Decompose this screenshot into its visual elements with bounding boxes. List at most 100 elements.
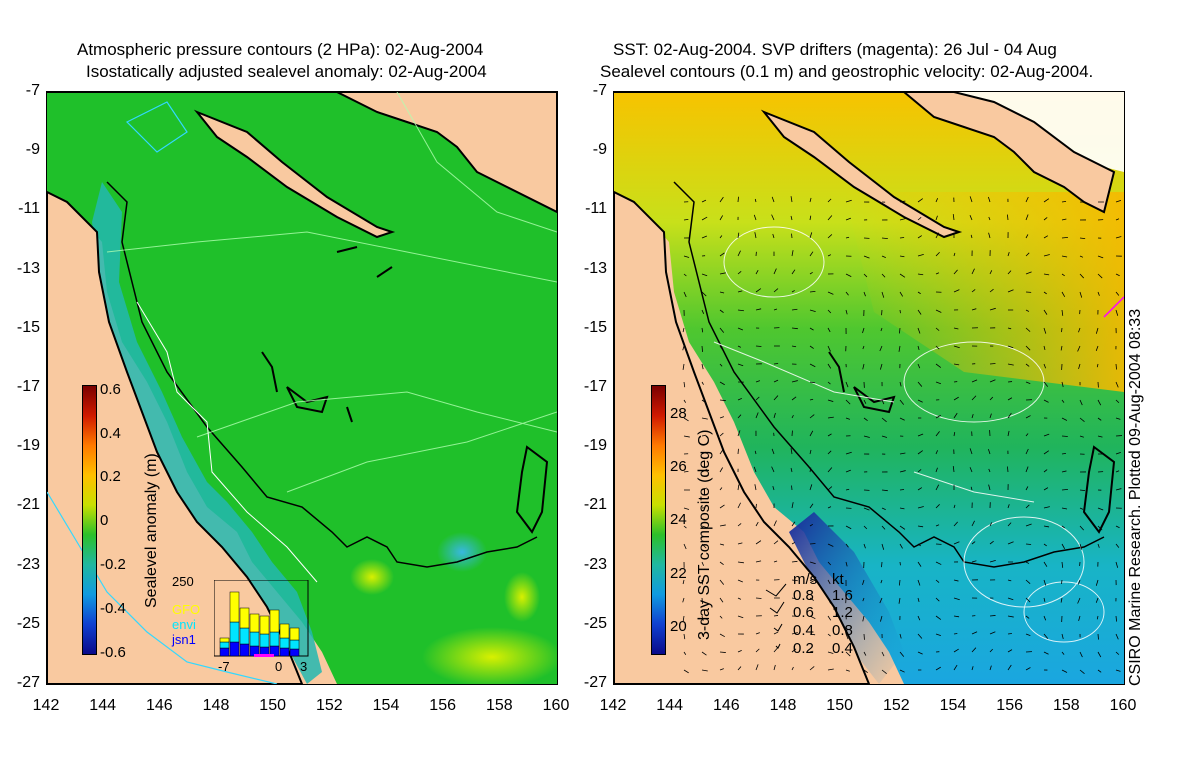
velocity-arrow (1097, 435, 1103, 438)
velocity-arrow (701, 487, 707, 491)
velocity-arrow (737, 270, 742, 275)
velocity-arrow (1097, 255, 1104, 259)
velocity-arrow (809, 215, 812, 221)
velocity-arrow (988, 448, 991, 455)
velocity-arrow (1097, 669, 1102, 673)
x-tick-label: 160 (1109, 697, 1137, 714)
velocity-arrow (771, 196, 775, 203)
velocity-arrow (1025, 433, 1029, 437)
velocity-arrow (1079, 489, 1086, 492)
velocity-arrow (879, 345, 883, 352)
x-tick-label: 148 (202, 697, 230, 714)
velocity-arrow (1061, 236, 1068, 239)
velocity-arrow (773, 379, 779, 383)
velocity-arrow (809, 291, 816, 293)
velocity-arrow (881, 489, 888, 492)
velocity-arrow (701, 597, 703, 604)
sealevel-anomaly-map[interactable] (46, 91, 558, 685)
velocity-arrow (863, 255, 870, 259)
velocity-arrow (1043, 651, 1049, 655)
sst-velocity-map[interactable] (613, 91, 1125, 685)
velocity-arrow (755, 269, 759, 275)
y-tick-label: -19 (583, 437, 607, 455)
velocity-arrow (1078, 327, 1081, 333)
velocity-arrow (773, 647, 779, 653)
velocity-arrow (971, 541, 976, 545)
velocity-arrow (1025, 466, 1029, 473)
velocity-arrow (899, 452, 906, 455)
velocity-arrow (970, 234, 973, 239)
velocity-arrow (754, 450, 757, 455)
velocity-arrow (701, 434, 707, 437)
velocity-arrow (1115, 273, 1120, 277)
velocity-arrow (701, 291, 707, 297)
velocity-arrow (701, 525, 708, 529)
velocity-arrow (989, 379, 996, 383)
velocity-arrow (737, 502, 741, 509)
left-title-line2: Isostatically adjusted sealevel anomaly:… (86, 62, 487, 81)
velocity-arrow (809, 449, 812, 455)
velocity-arrow (791, 648, 797, 653)
velocity-arrow (989, 413, 992, 419)
histogram-bar (229, 641, 240, 657)
velocity-arrow (898, 345, 901, 352)
velocity-arrow (1007, 522, 1012, 527)
velocity-arrow (845, 199, 852, 203)
velocity-arrow (737, 523, 742, 527)
velocity-legend-ms: 0.2 (793, 640, 814, 657)
velocity-arrow (917, 291, 921, 295)
velocity-arrow (1078, 615, 1081, 621)
velocity-arrow (737, 414, 742, 419)
velocity-arrow (701, 235, 708, 239)
velocity-arrow (1025, 561, 1030, 564)
colorbar-tick: 0.4 (100, 425, 121, 442)
x-tick-label: 144 (89, 697, 116, 714)
velocity-arrow (809, 579, 814, 583)
velocity-arrow (1043, 487, 1049, 491)
velocity-arrow (737, 232, 740, 239)
velocity-arrow (953, 521, 958, 527)
velocity-arrow (772, 233, 775, 239)
velocity-arrow (682, 363, 685, 370)
velocity-arrow (737, 650, 742, 653)
velocity-legend-kt: 1.6 (832, 587, 853, 604)
velocity-arrow (1007, 214, 1009, 221)
velocity-arrow (863, 669, 868, 674)
velocity-arrow (917, 543, 921, 547)
velocity-arrow (719, 561, 724, 566)
histogram-bar (219, 647, 230, 657)
velocity-arrow (1043, 345, 1046, 351)
velocity-arrow (863, 543, 866, 549)
y-tick-label: -13 (16, 259, 40, 277)
velocity-arrow (683, 291, 687, 298)
velocity-arrow (827, 668, 834, 671)
credit-text: CSIRO Marine Research. Plotted 09-Aug-20… (1127, 308, 1144, 686)
velocity-arrow (1007, 430, 1010, 437)
positive-anomaly-blob (422, 627, 557, 684)
velocity-arrow (917, 651, 923, 655)
sealevel-anomaly-map-graphic (47, 92, 557, 684)
velocity-arrow (1007, 541, 1014, 545)
velocity-arrow (845, 488, 850, 491)
y-tick-label: -25 (16, 614, 40, 632)
velocity-arrow (935, 450, 938, 455)
velocity-arrow (809, 398, 814, 401)
velocity-arrow (935, 524, 940, 527)
velocity-arrow (737, 561, 744, 564)
velocity-arrow (827, 291, 834, 295)
y-tick-label: -11 (18, 200, 40, 218)
x-tick-label: 146 (712, 697, 740, 714)
velocity-arrow (989, 288, 994, 293)
velocity-arrow (1115, 488, 1122, 491)
y-tick-label: -9 (25, 141, 40, 159)
velocity-arrow (682, 615, 685, 622)
velocity-arrow (719, 252, 725, 257)
velocity-arrow (771, 214, 775, 221)
velocity-arrow (1079, 237, 1086, 239)
velocity-arrow (917, 579, 921, 586)
velocity-arrow (1043, 309, 1048, 315)
velocity-arrow (971, 414, 974, 419)
ocean-area (47, 92, 557, 684)
velocity-arrow (755, 396, 760, 401)
australia-land (47, 190, 304, 684)
